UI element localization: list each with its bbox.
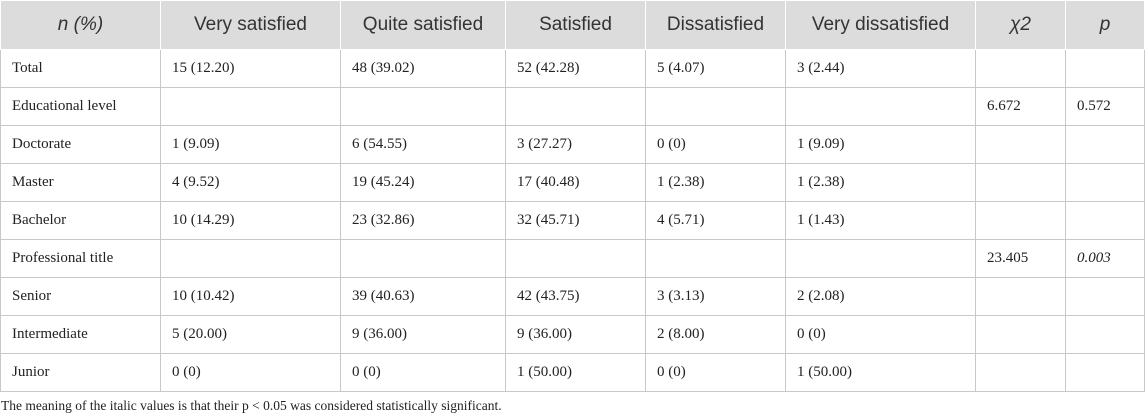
row-label-cell: Educational level: [0, 87, 161, 126]
header-cell: p: [1065, 0, 1145, 50]
table-cell: [340, 239, 506, 278]
table-cell: 10 (14.29): [160, 201, 341, 240]
table-body: Total 15 (12.20) 48 (39.02) 52 (42.28) 5 (4.…: [0, 49, 1145, 392]
table-cell: 3 (2.44): [785, 49, 976, 88]
table-cell: 1 (50.00): [505, 353, 646, 392]
header-cell: Dissatisfied: [645, 0, 786, 50]
table-cell: 4 (9.52): [160, 163, 341, 202]
row-label-cell: Doctorate: [0, 125, 161, 164]
header-row: n (%) Very satisfied Quite satisfied Sat…: [0, 0, 1145, 50]
row-label-cell: Master: [0, 163, 161, 202]
header-cell: Satisfied: [505, 0, 646, 50]
table-cell: 1 (9.09): [160, 125, 341, 164]
table-cell: 3 (3.13): [645, 277, 786, 316]
table-row: Junior 0 (0) 0 (0) 1 (50.00) 0 (0) 1 (50.00): [0, 353, 1145, 392]
table-cell: 19 (45.24): [340, 163, 506, 202]
table-cell: 0.003: [1065, 239, 1145, 278]
table-cell: [975, 353, 1066, 392]
table-cell: 0.572: [1065, 87, 1145, 126]
table-cell: 6.672: [975, 87, 1066, 126]
table-cell: [1065, 163, 1145, 202]
table-cell: 23.405: [975, 239, 1066, 278]
row-label-cell: Intermediate: [0, 315, 161, 354]
row-label-cell: Total: [0, 49, 161, 88]
table-cell: 5 (20.00): [160, 315, 341, 354]
table-cell: 0 (0): [160, 353, 341, 392]
table-cell: 4 (5.71): [645, 201, 786, 240]
table-footnote: The meaning of the italic values is that…: [1, 398, 502, 413]
header-cell: Quite satisfied: [340, 0, 506, 50]
table-row: Bachelor 10 (14.29) 23 (32.86) 32 (45.71) 4 …: [0, 201, 1145, 240]
table-cell: [975, 163, 1066, 202]
table-cell: [645, 87, 786, 126]
table-cell: 10 (10.42): [160, 277, 341, 316]
table-cell: [505, 239, 646, 278]
header-cell: Very satisfied: [160, 0, 341, 50]
table-cell: [785, 87, 976, 126]
table-cell: [340, 87, 506, 126]
header-cell: χ2: [975, 0, 1066, 50]
table-cell: 1 (2.38): [785, 163, 976, 202]
table-cell: [975, 315, 1066, 354]
table-cell: 1 (50.00): [785, 353, 976, 392]
table-cell: 0 (0): [340, 353, 506, 392]
table-row: Doctorate 1 (9.09) 6 (54.55) 3 (27.27) 0 (0)…: [0, 125, 1145, 164]
table-row: Senior 10 (10.42) 39 (40.63) 42 (43.75) 3 (3…: [0, 277, 1145, 316]
table-cell: 9 (36.00): [340, 315, 506, 354]
table-row: Master 4 (9.52) 19 (45.24) 17 (40.48) 1 (2.3…: [0, 163, 1145, 202]
table-cell: [1065, 353, 1145, 392]
table-cell: 32 (45.71): [505, 201, 646, 240]
table-cell: [1065, 277, 1145, 316]
table-cell: 42 (43.75): [505, 277, 646, 316]
data-table: n (%) Very satisfied Quite satisfied Sat…: [0, 0, 1145, 392]
table-cell: 5 (4.07): [645, 49, 786, 88]
header-cell: n (%): [0, 0, 161, 50]
row-label-cell: Professional title: [0, 239, 161, 278]
row-label-cell: Senior: [0, 277, 161, 316]
table-cell: 9 (36.00): [505, 315, 646, 354]
table-cell: [1065, 315, 1145, 354]
table-row: Intermediate 5 (20.00) 9 (36.00) 9 (36.00) 2…: [0, 315, 1145, 354]
table-cell: [975, 49, 1066, 88]
table-cell: [505, 87, 646, 126]
table-cell: 23 (32.86): [340, 201, 506, 240]
table-cell: 0 (0): [645, 125, 786, 164]
table-cell: 2 (8.00): [645, 315, 786, 354]
table-cell: 3 (27.27): [505, 125, 646, 164]
table-cell: [785, 239, 976, 278]
table-cell: 1 (2.38): [645, 163, 786, 202]
row-label-cell: Junior: [0, 353, 161, 392]
table-cell: 1 (9.09): [785, 125, 976, 164]
table-cell: [1065, 49, 1145, 88]
table-cell: 52 (42.28): [505, 49, 646, 88]
table-cell: 0 (0): [645, 353, 786, 392]
table-cell: 39 (40.63): [340, 277, 506, 316]
table-cell: 0 (0): [785, 315, 976, 354]
table-row: Professional title 23.405 0.003: [0, 239, 1145, 278]
row-label-cell: Bachelor: [0, 201, 161, 240]
table-cell: [1065, 125, 1145, 164]
table-cell: [1065, 201, 1145, 240]
table-cell: 48 (39.02): [340, 49, 506, 88]
table-cell: 1 (1.43): [785, 201, 976, 240]
header-cell: Very dissatisfied: [785, 0, 976, 50]
table-row: Educational level 6.672 0.572: [0, 87, 1145, 126]
table-row: Total 15 (12.20) 48 (39.02) 52 (42.28) 5 (4.…: [0, 49, 1145, 88]
table-cell: [975, 201, 1066, 240]
table-cell: [975, 125, 1066, 164]
table-cell: 15 (12.20): [160, 49, 341, 88]
table-cell: 6 (54.55): [340, 125, 506, 164]
table-cell: 17 (40.48): [505, 163, 646, 202]
table-cell: [160, 239, 341, 278]
table-cell: [975, 277, 1066, 316]
table-cell: [645, 239, 786, 278]
table-cell: 2 (2.08): [785, 277, 976, 316]
table-cell: [160, 87, 341, 126]
